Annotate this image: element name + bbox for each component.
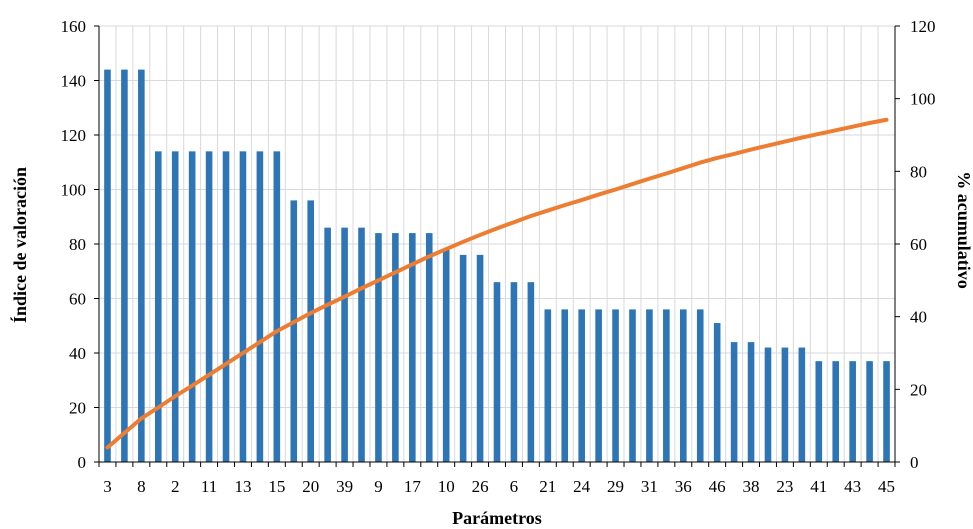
x-tick-label: 17: [404, 477, 422, 496]
bar: [290, 200, 298, 462]
bar: [832, 361, 840, 462]
bar: [425, 233, 433, 462]
bar: [764, 347, 772, 462]
left-tick-label: 0: [78, 453, 87, 472]
bar: [883, 361, 890, 462]
bar: [696, 309, 704, 462]
bar: [578, 309, 585, 462]
bar: [239, 151, 247, 462]
cumulative-line-series: [105, 117, 889, 450]
x-tick-label: 9: [374, 477, 383, 496]
bar: [375, 233, 382, 462]
x-axis-ticks: 3 8 2 11 13 15 20 39 9 17 10 26 6 21 24 29 31 36 46 38 23 41 4…: [103, 477, 895, 496]
bar: [646, 309, 653, 462]
x-axis-title: Parámetros: [452, 508, 542, 528]
bar: [815, 361, 823, 462]
bar: [781, 347, 789, 462]
bar: [612, 309, 619, 462]
right-tick-label: 40: [910, 308, 927, 327]
left-tick-label: 120: [61, 126, 87, 145]
right-tick-label: 80: [910, 162, 927, 181]
x-tick-label: 2: [171, 477, 180, 496]
left-tick-label: 60: [69, 290, 86, 309]
bar: [154, 151, 162, 462]
left-tick-label: 160: [61, 17, 87, 36]
x-tick-label: 26: [472, 477, 489, 496]
right-tick-label: 0: [910, 453, 919, 472]
bar: [341, 227, 348, 462]
bar: [510, 282, 518, 462]
right-tick-label: 60: [910, 235, 927, 254]
x-tick-label: 24: [573, 477, 591, 496]
bar: [104, 69, 111, 462]
bar: [256, 151, 264, 462]
left-tick-label: 100: [61, 181, 87, 200]
bar: [476, 254, 484, 462]
x-tick-label: 46: [709, 477, 726, 496]
x-tick-label: 45: [878, 477, 895, 496]
bar: [409, 233, 416, 462]
left-tick-label: 20: [69, 399, 86, 418]
x-tick-label: 15: [268, 477, 285, 496]
bar: [324, 227, 331, 462]
x-tick-label: 38: [743, 477, 760, 496]
bar: [866, 361, 873, 462]
left-axis-ticks: 0 20 40 60 80 100 120 140 160: [61, 17, 87, 472]
bar: [205, 151, 213, 462]
bar: [121, 69, 128, 462]
x-tick-label: 43: [844, 477, 861, 496]
bar-series: [104, 69, 890, 462]
x-tick-label: 10: [438, 477, 455, 496]
right-axis-ticks: 0 20 40 60 80 100 120: [910, 17, 936, 472]
x-tick-label: 36: [675, 477, 692, 496]
x-tick-label: 41: [810, 477, 827, 496]
right-tick-label: 20: [910, 380, 927, 399]
gridlines: [99, 25, 896, 462]
bar: [138, 69, 145, 462]
x-tick-label: 11: [201, 477, 217, 496]
bar: [713, 323, 721, 462]
bar: [307, 200, 315, 462]
axes: [94, 25, 900, 467]
bar: [679, 309, 687, 462]
bar: [527, 282, 535, 462]
left-tick-label: 140: [61, 72, 87, 91]
right-tick-label: 120: [910, 17, 936, 36]
left-tick-label: 40: [69, 344, 86, 363]
bar: [222, 151, 230, 462]
x-tick-label: 13: [234, 477, 251, 496]
bar: [358, 227, 365, 462]
bar: [544, 309, 552, 462]
x-tick-label: 31: [641, 477, 658, 496]
x-tick-label: 29: [607, 477, 624, 496]
bar: [730, 342, 738, 462]
bar: [171, 151, 179, 462]
right-axis-title: % acumulativo: [954, 171, 973, 289]
left-tick-label: 80: [69, 235, 86, 254]
bar: [849, 361, 856, 462]
right-tick-label: 100: [910, 90, 936, 109]
bar: [663, 309, 670, 462]
x-tick-label: 20: [302, 477, 319, 496]
bar: [629, 309, 636, 462]
cumulative-line: [105, 117, 889, 450]
bar: [273, 151, 281, 462]
x-tick-label: 8: [137, 477, 146, 496]
x-tick-label: 39: [336, 477, 353, 496]
left-axis-title: Índice de valoración: [9, 167, 30, 323]
x-tick-label: 6: [510, 477, 519, 496]
bar: [392, 233, 399, 462]
x-tick-label: 21: [539, 477, 556, 496]
x-tick-label: 3: [103, 477, 112, 496]
x-tick-label: 23: [776, 477, 793, 496]
bar: [798, 347, 806, 462]
bar: [493, 282, 501, 462]
bar: [442, 249, 450, 462]
bar: [561, 309, 569, 462]
bar: [595, 309, 602, 462]
bar: [747, 342, 755, 462]
bar: [188, 151, 196, 462]
bar: [459, 254, 467, 462]
